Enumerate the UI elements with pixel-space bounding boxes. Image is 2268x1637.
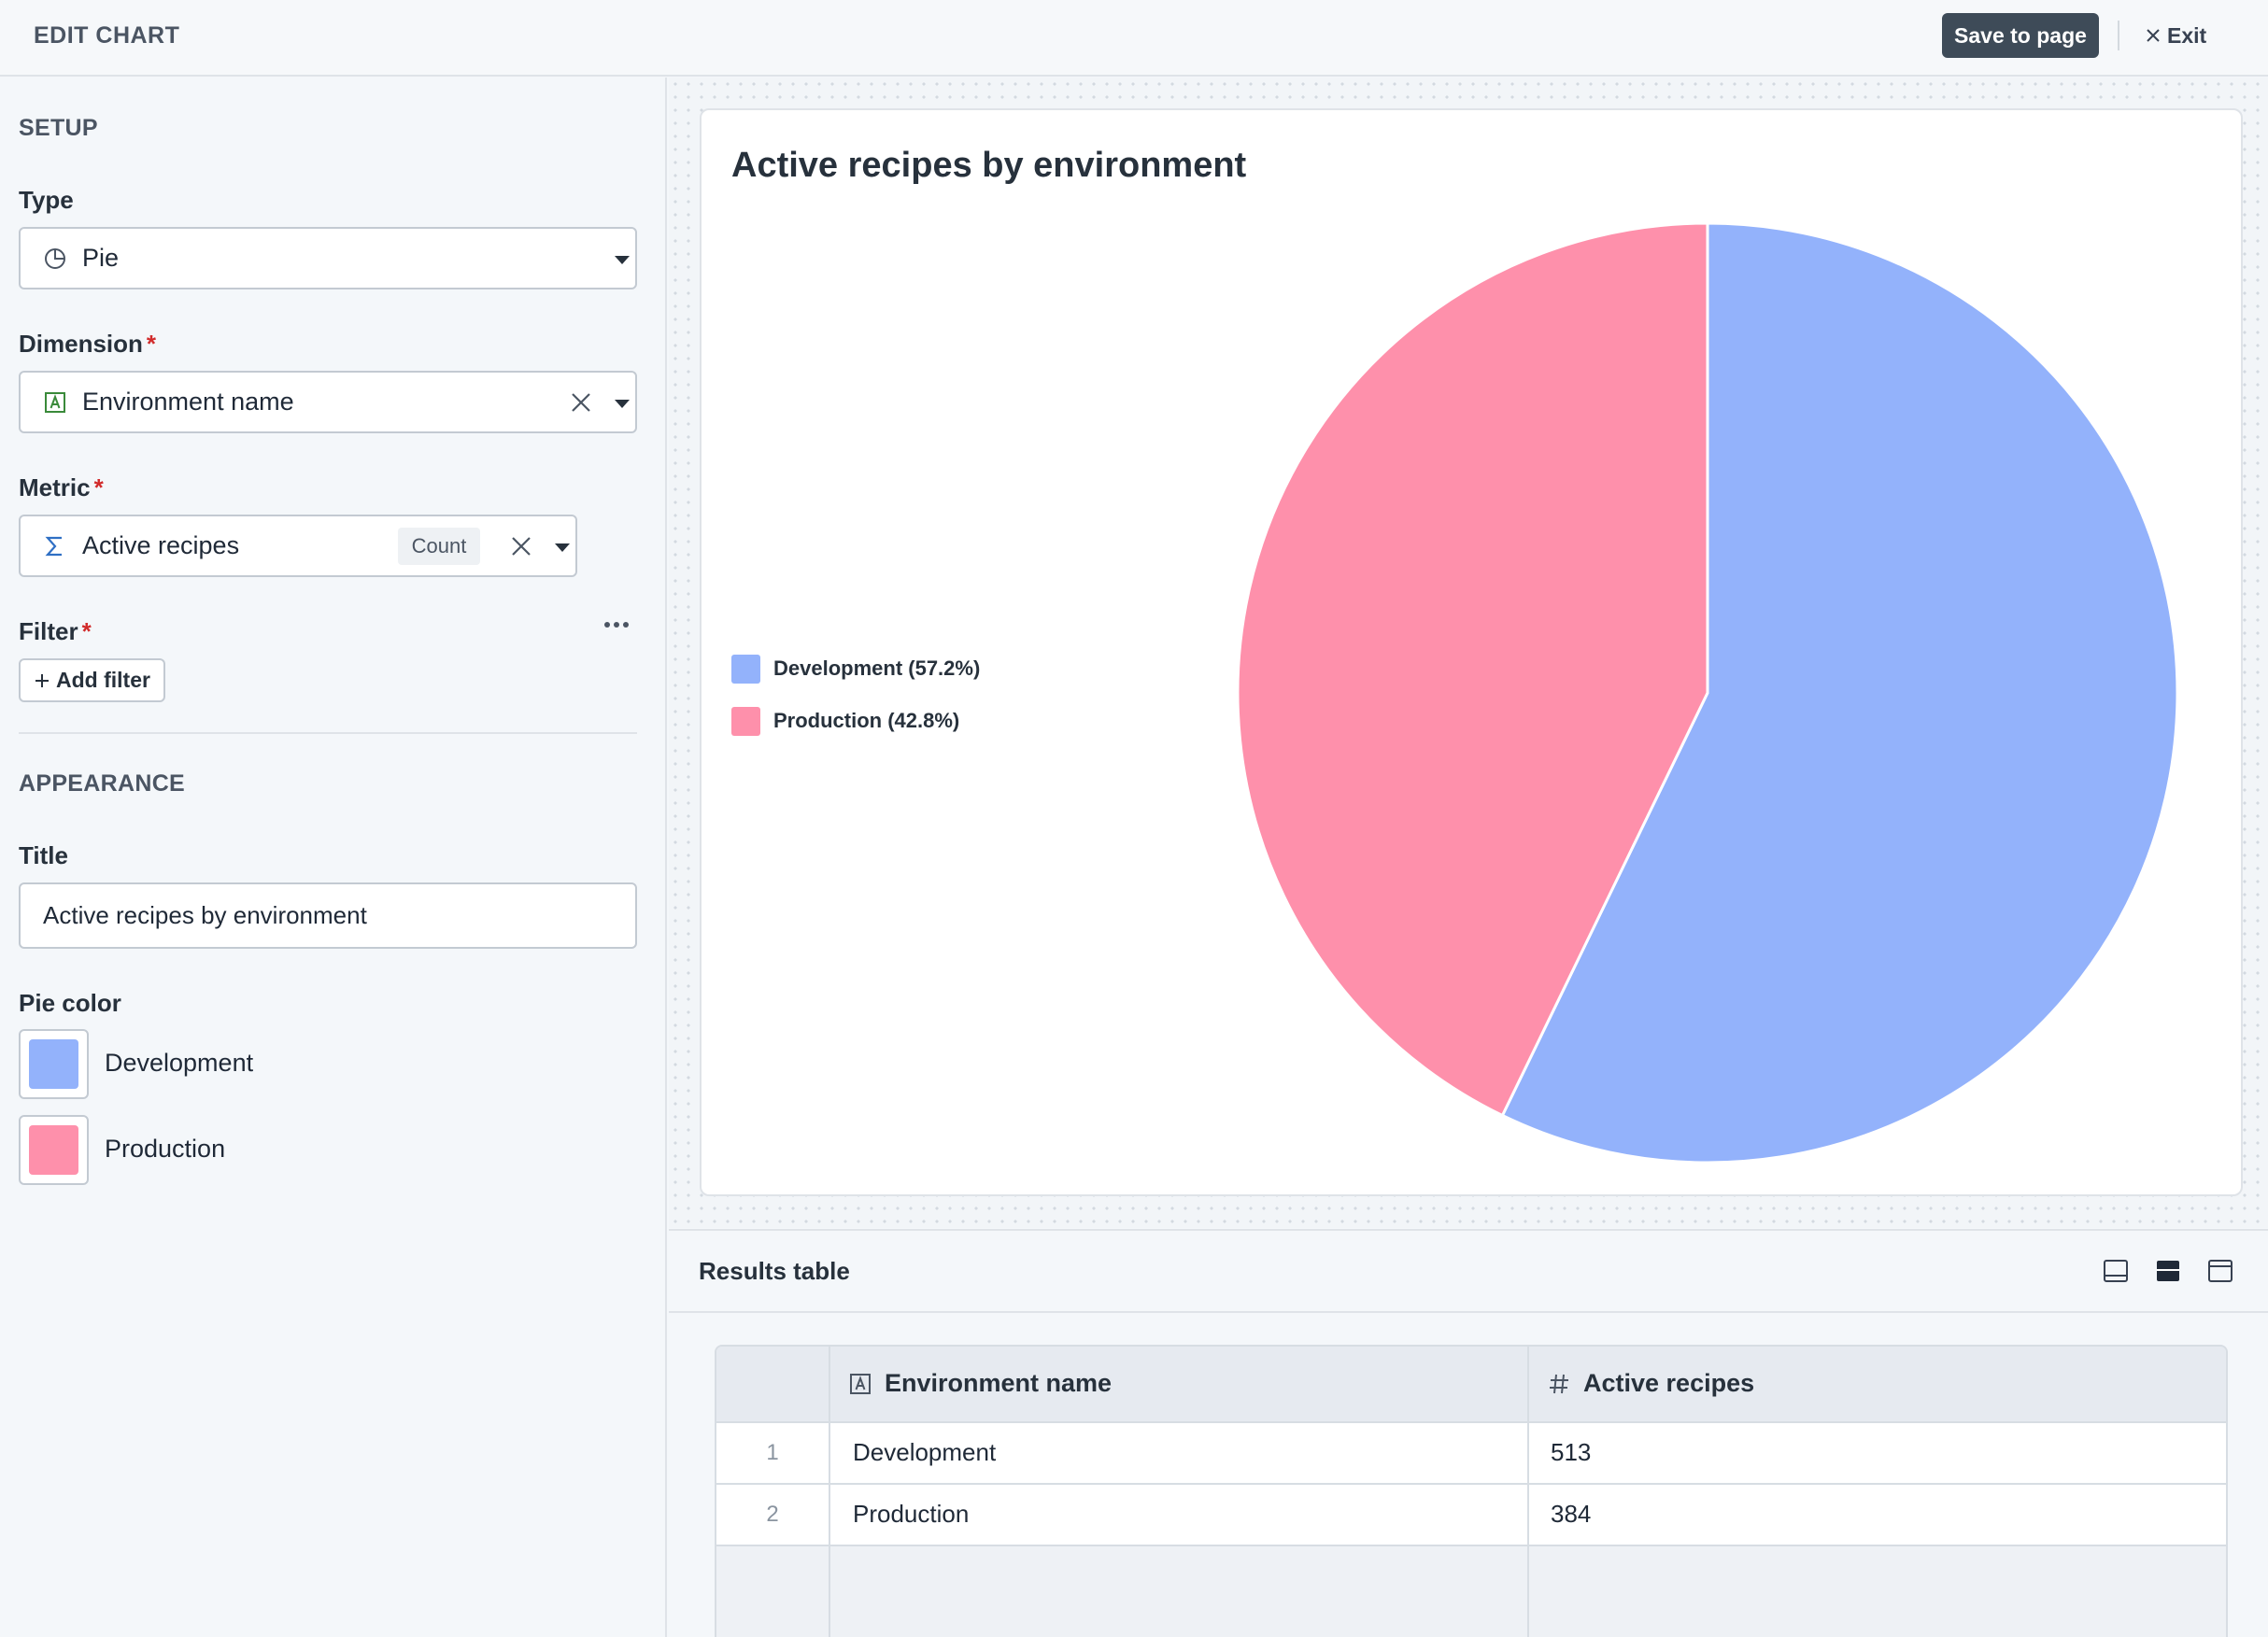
results-panel: Results table Environment name Active re… xyxy=(669,1229,2268,1637)
type-value: Pie xyxy=(82,244,120,272)
grid-header-row: Environment name Active recipes xyxy=(716,1347,2226,1423)
production-color-label: Production xyxy=(105,1135,226,1163)
legend-swatch xyxy=(731,706,760,736)
table-row[interactable]: 1 Development 513 xyxy=(716,1423,2226,1485)
production-color-swatch xyxy=(29,1125,78,1175)
table-row[interactable]: 2 Production 384 xyxy=(716,1485,2226,1546)
chart-card: Active recipes by environment Developmen… xyxy=(700,108,2243,1196)
chevron-down-icon[interactable] xyxy=(615,400,630,408)
pie-slice-production[interactable] xyxy=(1236,221,1709,1118)
dimension-select[interactable]: Environment name xyxy=(19,371,637,433)
legend-item-development[interactable]: Development (57.2%) xyxy=(731,654,980,684)
row-number: 1 xyxy=(766,1440,779,1465)
pie-chart xyxy=(1236,221,2179,1164)
column-header-environment[interactable]: Environment name xyxy=(849,1369,1112,1398)
text-field-icon xyxy=(43,390,67,415)
cell-environment: Production xyxy=(853,1500,970,1528)
dimension-value: Environment name xyxy=(82,388,294,416)
close-icon xyxy=(2147,29,2160,42)
chevron-down-icon xyxy=(615,256,630,264)
toolbar-divider xyxy=(2118,21,2119,50)
chart-title-input[interactable] xyxy=(19,882,637,949)
pie-chart-icon xyxy=(43,247,67,271)
row-number: 2 xyxy=(766,1502,779,1527)
save-to-page-button[interactable]: Save to page xyxy=(1942,13,2099,58)
section-divider xyxy=(19,732,637,734)
pie-color-label: Pie color xyxy=(19,989,121,1017)
add-filter-button[interactable]: Add filter xyxy=(19,658,165,702)
clear-dimension-icon[interactable] xyxy=(570,391,592,414)
results-header: Results table xyxy=(669,1231,2268,1313)
panel-bottom-icon[interactable] xyxy=(2102,1257,2130,1285)
exit-label: Exit xyxy=(2167,22,2207,48)
dimension-label: Dimension * xyxy=(19,330,157,358)
clear-metric-icon[interactable] xyxy=(510,535,532,557)
development-color-picker[interactable] xyxy=(19,1029,89,1099)
pie-slice-development[interactable] xyxy=(1500,221,2179,1164)
setup-heading: SETUP xyxy=(19,115,98,141)
legend-item-production[interactable]: Production (42.8%) xyxy=(731,706,980,736)
results-title: Results table xyxy=(699,1257,850,1285)
appearance-heading: APPEARANCE xyxy=(19,770,186,797)
production-color-picker[interactable] xyxy=(19,1115,89,1185)
top-bar: EDIT CHART Save to page Exit xyxy=(0,0,2268,77)
chart-title: Active recipes by environment xyxy=(731,146,1247,185)
development-color-swatch xyxy=(29,1039,78,1089)
page-title: EDIT CHART xyxy=(34,22,180,49)
panel-top-icon[interactable] xyxy=(2206,1257,2234,1285)
legend-swatch xyxy=(731,654,760,684)
legend-label: Development (57.2%) xyxy=(773,656,981,680)
hash-icon xyxy=(1550,1374,1568,1393)
legend-label: Production (42.8%) xyxy=(773,709,960,732)
cell-environment: Development xyxy=(853,1438,997,1466)
column-label: Environment name xyxy=(885,1369,1113,1397)
more-options-icon[interactable] xyxy=(600,608,633,642)
type-label: Type xyxy=(19,186,74,214)
plus-icon xyxy=(35,673,50,687)
cell-active-recipes: 384 xyxy=(1551,1500,1592,1528)
metric-value: Active recipes xyxy=(82,531,240,559)
title-label: Title xyxy=(19,841,68,869)
column-label: Active recipes xyxy=(1583,1369,1755,1397)
type-select[interactable]: Pie xyxy=(19,227,637,289)
cell-active-recipes: 513 xyxy=(1551,1438,1592,1466)
chevron-down-icon[interactable] xyxy=(555,543,570,552)
add-filter-label: Add filter xyxy=(56,668,150,692)
metric-label: Metric * xyxy=(19,473,104,501)
development-color-label: Development xyxy=(105,1049,254,1077)
column-divider xyxy=(829,1347,830,1637)
panel-split-icon[interactable] xyxy=(2154,1257,2182,1285)
column-header-active-recipes[interactable]: Active recipes xyxy=(1548,1369,1754,1398)
chart-legend: Development (57.2%) Production (42.8%) xyxy=(731,654,980,758)
filter-label: Filter * xyxy=(19,617,92,645)
text-field-icon xyxy=(850,1373,871,1394)
metric-select[interactable]: Active recipes Count xyxy=(19,515,577,577)
exit-button[interactable]: Exit xyxy=(2145,17,2229,54)
chart-settings-panel: SETUP Type Pie Dimension * Environment na… xyxy=(0,78,667,1637)
column-divider xyxy=(1527,1347,1529,1637)
aggregation-badge[interactable]: Count xyxy=(398,528,480,565)
results-grid: Environment name Active recipes 1 Develo… xyxy=(715,1345,2228,1637)
sigma-icon xyxy=(43,534,67,558)
